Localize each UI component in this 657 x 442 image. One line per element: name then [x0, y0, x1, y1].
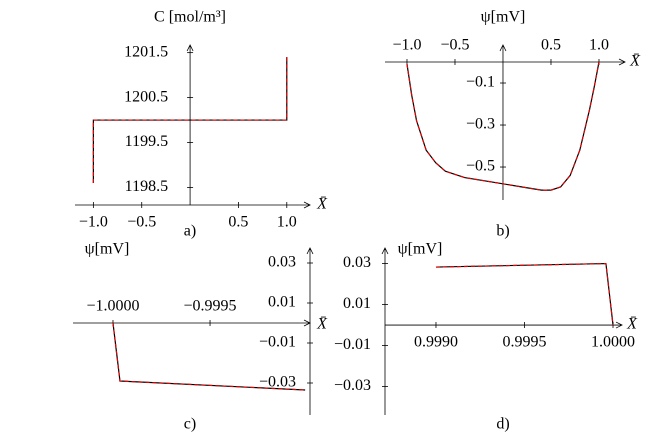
x-axis-label: X̄: [316, 196, 328, 213]
panel-label: d): [496, 416, 509, 433]
y-tick-label: −0.01: [334, 336, 371, 353]
panel-label: c): [184, 416, 196, 433]
x-tick-label: 1.0000: [591, 334, 635, 351]
y-axis-label: ψ[mV]: [85, 241, 130, 258]
x-axis: [385, 321, 623, 329]
x-axis: [385, 58, 626, 66]
x-tick-label: 1.0: [589, 37, 609, 54]
x-axis-label: X̄: [626, 316, 638, 333]
panel-label: a): [184, 223, 196, 240]
line: [112, 322, 306, 391]
y-tick-label: −0.01: [259, 334, 296, 351]
x-tick-label: 0.9995: [502, 334, 546, 351]
x-tick-label: −1.0000: [86, 298, 139, 315]
x-axis: [75, 201, 311, 209]
y-tick-label: −0.03: [259, 374, 296, 391]
y-tick-label: −0.3: [466, 116, 495, 133]
y-tick-label: 1198.5: [125, 178, 168, 195]
line: [435, 262, 614, 326]
x-tick-label: 0.5: [228, 214, 248, 231]
y-tick-label: 1200.5: [124, 88, 168, 105]
panel-label: b): [496, 223, 509, 240]
x-tick-label: −0.9995: [184, 298, 237, 315]
y-tick-label: 1201.5: [124, 43, 168, 60]
x-axis-label: X̄: [629, 53, 641, 70]
x-tick-label: −0.5: [127, 214, 156, 231]
y-tick-label: 0.03: [268, 254, 296, 271]
y-tick-label: 0.01: [268, 294, 296, 311]
x-tick-label: 1.0: [277, 214, 297, 231]
y-axis: [306, 247, 314, 415]
x-tick-label: 0.9990: [414, 334, 458, 351]
x-axis-label: X̄: [316, 316, 328, 333]
x-tick-label: 0.5: [541, 37, 561, 54]
x-tick-label: −1.0: [79, 214, 108, 231]
y-axis-label: C [mol/m³]: [154, 9, 226, 26]
y-axis-label: ψ[mV]: [481, 9, 526, 26]
line: [92, 57, 288, 183]
y-tick-label: −0.5: [466, 158, 495, 175]
y-tick-label: 0.01: [343, 295, 371, 312]
line-base: [435, 262, 614, 326]
y-tick-label: 0.03: [343, 254, 371, 271]
y-tick-label: 1199.5: [125, 133, 168, 150]
y-tick-label: −0.03: [334, 377, 371, 394]
x-tick-label: −1.0: [392, 37, 421, 54]
line: [406, 61, 600, 191]
x-tick-label: −0.5: [440, 37, 469, 54]
y-axis-label: ψ[mV]: [398, 241, 443, 258]
y-tick-label: −0.1: [466, 74, 495, 91]
y-axis: [381, 247, 389, 415]
y-axis: [186, 44, 194, 205]
x-axis: [73, 319, 311, 327]
y-axis: [499, 44, 507, 200]
